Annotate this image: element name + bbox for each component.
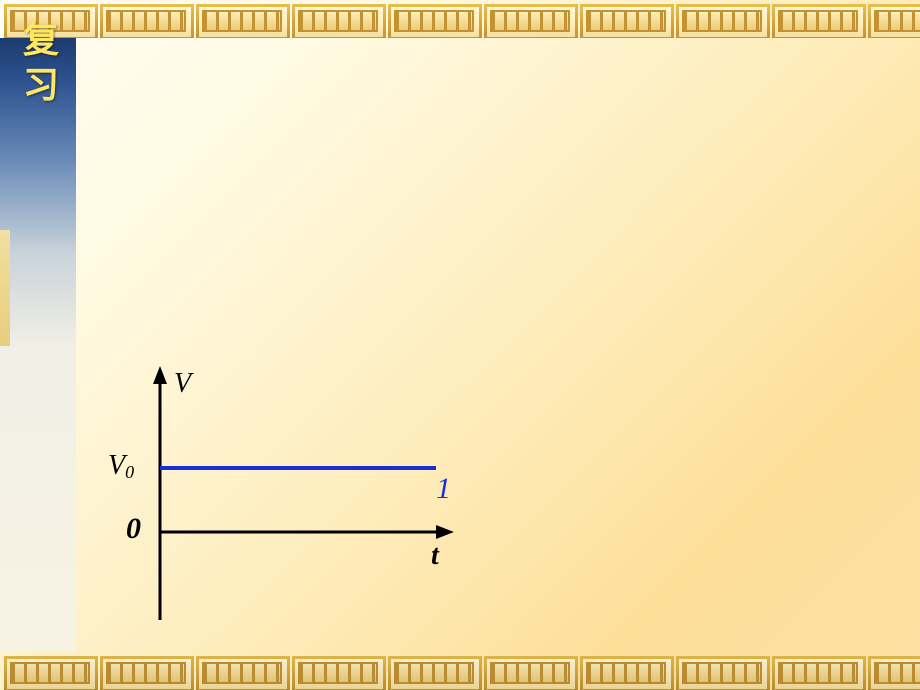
left-gold-strip	[0, 230, 10, 346]
greek-unit	[768, 652, 864, 690]
x-axis-arrow	[436, 525, 454, 539]
greek-unit	[576, 652, 672, 690]
greek-unit	[384, 0, 480, 38]
x-axis-label: t	[431, 540, 439, 572]
greek-unit	[96, 652, 192, 690]
greek-unit	[768, 0, 864, 38]
greek-unit	[480, 652, 576, 690]
slide-title: 复习	[20, 18, 62, 108]
greek-unit	[864, 652, 920, 690]
greek-unit	[480, 0, 576, 38]
greek-unit	[288, 0, 384, 38]
top-greek-border	[0, 0, 920, 38]
greek-unit	[864, 0, 920, 38]
y-axis-label: V	[174, 368, 191, 400]
data-point-label: V0	[108, 450, 134, 482]
series-label: 1	[436, 472, 451, 506]
greek-unit	[288, 652, 384, 690]
greek-unit	[672, 0, 768, 38]
greek-unit	[192, 0, 288, 38]
greek-unit	[384, 652, 480, 690]
greek-unit	[672, 652, 768, 690]
origin-label: 0	[126, 512, 141, 546]
left-fade	[0, 346, 76, 652]
greek-unit	[0, 652, 96, 690]
y-axis-arrow	[153, 366, 167, 384]
greek-unit	[192, 652, 288, 690]
greek-unit	[576, 0, 672, 38]
velocity-time-chart: V t 0 V0 1	[110, 360, 470, 630]
chart-svg	[110, 360, 470, 630]
greek-unit	[96, 0, 192, 38]
bottom-greek-border	[0, 652, 920, 690]
